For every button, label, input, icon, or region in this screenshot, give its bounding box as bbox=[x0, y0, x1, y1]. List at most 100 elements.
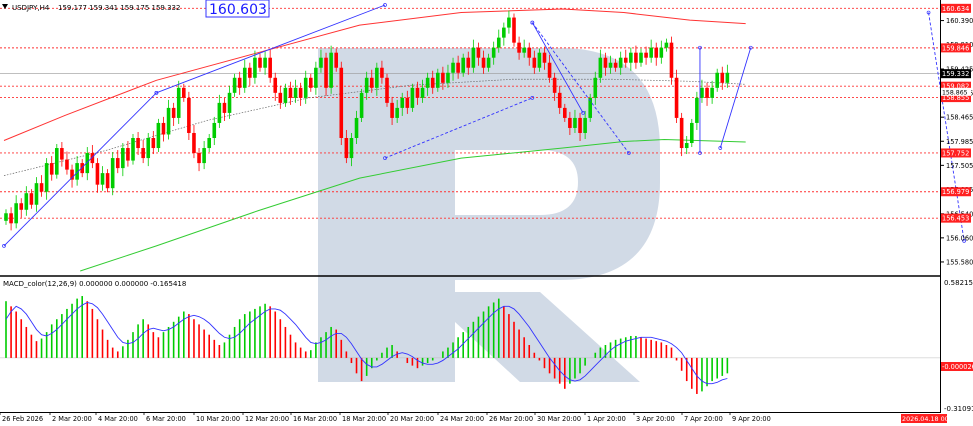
macd-signal-line bbox=[5, 302, 728, 385]
candle-bull bbox=[146, 138, 151, 159]
x-tick-label: 18 Mar 20:00 bbox=[342, 415, 386, 423]
candle-bull bbox=[410, 87, 415, 108]
candle-bull bbox=[700, 87, 704, 98]
candle-bull bbox=[629, 52, 633, 63]
y-tick-label: 157.985 bbox=[946, 138, 973, 146]
candle-bull bbox=[593, 77, 598, 98]
candle-bull bbox=[608, 62, 613, 68]
candle-bear bbox=[527, 47, 532, 58]
level-label-box bbox=[941, 213, 971, 223]
candle-bull bbox=[507, 17, 511, 28]
macd-axis-top: 0.582153 bbox=[944, 279, 973, 287]
trend-line bbox=[531, 22, 584, 114]
candle-bear bbox=[654, 47, 659, 58]
x-tick-label: 7 Apr 20:00 bbox=[684, 415, 723, 423]
broker-logo-watermark bbox=[318, 48, 660, 382]
candle-bear bbox=[182, 87, 186, 98]
candle-bear bbox=[29, 193, 34, 205]
candle-bear bbox=[9, 213, 13, 224]
candle-bear bbox=[456, 62, 460, 73]
candle-bull bbox=[451, 62, 455, 73]
trend-point bbox=[748, 45, 753, 50]
candle-bull bbox=[166, 107, 171, 135]
y-tick-label: 158.465 bbox=[946, 114, 973, 122]
candle-bear bbox=[441, 72, 445, 83]
candle-bull bbox=[395, 107, 399, 118]
big-price-box bbox=[205, 0, 270, 18]
candle-bull bbox=[502, 27, 506, 38]
candle-bear bbox=[557, 92, 562, 108]
candle-bear bbox=[248, 67, 252, 78]
candle-bull bbox=[293, 87, 298, 98]
x-tick-label: 10 Mar 20:00 bbox=[196, 415, 240, 423]
candle-bull bbox=[227, 92, 232, 113]
candle-bear bbox=[547, 62, 552, 78]
y-tick-label: 156.060 bbox=[946, 234, 973, 242]
candle-bear bbox=[80, 163, 84, 174]
symbol-label: USDJPY,H4 bbox=[12, 4, 50, 12]
candle-bear bbox=[563, 107, 567, 118]
candle-bear bbox=[324, 57, 328, 88]
candle-bear bbox=[151, 138, 156, 149]
trend-point bbox=[926, 10, 931, 15]
trend-point bbox=[530, 96, 535, 100]
level-label: 160.634 bbox=[942, 5, 969, 13]
candle-bull bbox=[618, 57, 623, 68]
candle-bull bbox=[400, 97, 405, 108]
candle-bull bbox=[349, 138, 354, 159]
ohlc-label: 159.177 159.341 159.175 159.332 bbox=[58, 4, 180, 12]
ma-dotted-line bbox=[3, 78, 746, 176]
candle-bear bbox=[288, 87, 293, 98]
x-tick-label: 16 Mar 20:00 bbox=[293, 415, 337, 423]
candle-bear bbox=[309, 77, 313, 88]
candle-bull bbox=[212, 122, 217, 138]
trend-line bbox=[719, 47, 752, 149]
trend-point bbox=[154, 90, 159, 95]
ma-green-line bbox=[80, 139, 746, 272]
candle-bull bbox=[14, 203, 18, 224]
big-price-label: 160.603 bbox=[209, 2, 267, 18]
candle-bear bbox=[126, 148, 130, 161]
candle-bull bbox=[486, 57, 491, 68]
level-label: 156.453 bbox=[942, 215, 969, 223]
candle-bull bbox=[573, 117, 577, 128]
candle-bear bbox=[532, 57, 537, 68]
trend-point bbox=[698, 151, 702, 155]
trend-point bbox=[698, 45, 702, 50]
candle-bull bbox=[425, 77, 430, 88]
candle-bull bbox=[471, 47, 476, 68]
overlap-label-box bbox=[941, 87, 971, 96]
candle-bear bbox=[568, 117, 572, 128]
candle-bull bbox=[263, 57, 267, 68]
candle-bull bbox=[85, 153, 90, 174]
candle-bear bbox=[237, 77, 242, 88]
candle-bull bbox=[121, 148, 125, 169]
candle-bull bbox=[319, 57, 323, 68]
trend-line bbox=[928, 12, 965, 241]
candle-bear bbox=[171, 107, 176, 118]
candle-bull bbox=[100, 173, 105, 185]
candle-bear bbox=[481, 57, 486, 68]
x-tick-label: 3 Apr 20:00 bbox=[636, 415, 675, 423]
y-tick-label: 157.505 bbox=[946, 162, 973, 170]
candle-bull bbox=[659, 47, 664, 58]
candle-bull bbox=[710, 87, 714, 98]
symbol-triangle-icon bbox=[2, 4, 8, 9]
candle-bear bbox=[19, 203, 24, 210]
candle-bull bbox=[217, 102, 222, 123]
candle-bear bbox=[273, 77, 278, 93]
x-tick-label: 24 Mar 20:00 bbox=[440, 415, 484, 423]
candle-bear bbox=[115, 158, 120, 169]
candle-bull bbox=[354, 117, 359, 138]
candle-bear bbox=[268, 57, 272, 78]
y-tick-label: 155.580 bbox=[946, 258, 973, 266]
candle-bear bbox=[390, 102, 394, 118]
candle-bull bbox=[359, 92, 364, 118]
candle-bear bbox=[278, 92, 283, 103]
future-time-box bbox=[901, 414, 947, 423]
candle-bull bbox=[131, 138, 135, 161]
trend-line bbox=[531, 22, 630, 154]
candle-bear bbox=[49, 163, 54, 175]
